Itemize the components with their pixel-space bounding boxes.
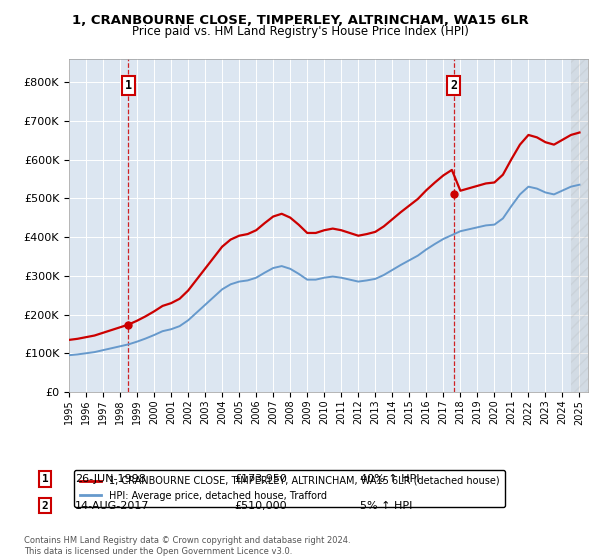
Text: 2: 2: [451, 79, 457, 92]
Text: 2: 2: [41, 501, 49, 511]
Text: 1: 1: [41, 474, 49, 484]
Text: 5% ↑ HPI: 5% ↑ HPI: [360, 501, 412, 511]
Text: Price paid vs. HM Land Registry's House Price Index (HPI): Price paid vs. HM Land Registry's House …: [131, 25, 469, 38]
Bar: [571, 59, 588, 392]
Text: £510,000: £510,000: [234, 501, 287, 511]
Text: 1, CRANBOURNE CLOSE, TIMPERLEY, ALTRINCHAM, WA15 6LR: 1, CRANBOURNE CLOSE, TIMPERLEY, ALTRINCH…: [71, 14, 529, 27]
Text: £173,950: £173,950: [234, 474, 287, 484]
Text: 14-AUG-2017: 14-AUG-2017: [75, 501, 149, 511]
Text: 40% ↑ HPI: 40% ↑ HPI: [360, 474, 419, 484]
Text: Contains HM Land Registry data © Crown copyright and database right 2024.
This d: Contains HM Land Registry data © Crown c…: [24, 536, 350, 556]
Text: 1: 1: [125, 79, 132, 92]
Text: 26-JUN-1998: 26-JUN-1998: [75, 474, 146, 484]
Legend: 1, CRANBOURNE CLOSE, TIMPERLEY, ALTRINCHAM, WA15 6LR (detached house), HPI: Aver: 1, CRANBOURNE CLOSE, TIMPERLEY, ALTRINCH…: [74, 470, 505, 507]
